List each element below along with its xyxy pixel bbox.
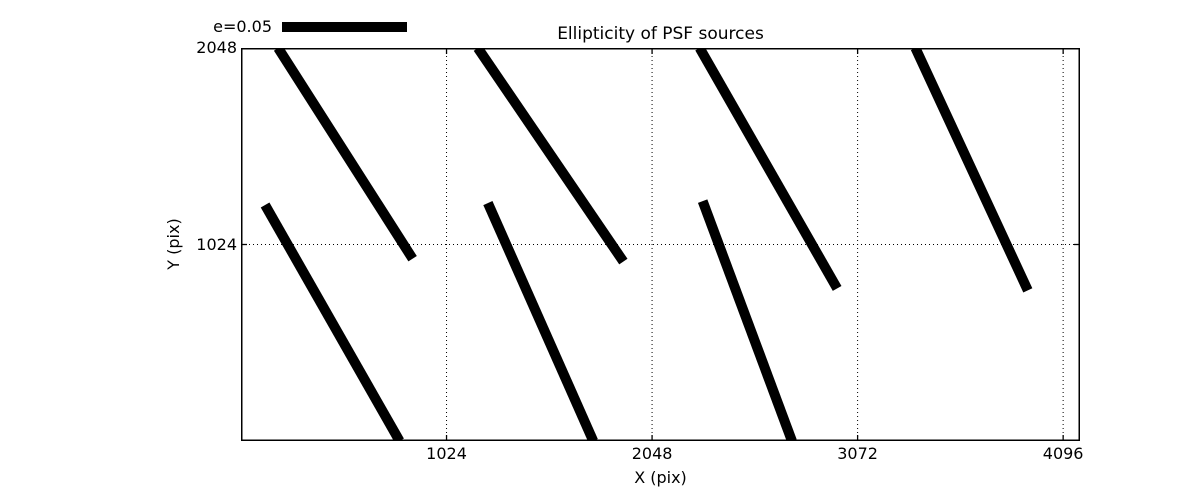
whisker-segment bbox=[273, 48, 417, 262]
plot-frame bbox=[241, 48, 1080, 441]
whisker-segment bbox=[483, 201, 598, 441]
whisker-segment bbox=[695, 48, 842, 291]
legend-bar bbox=[282, 22, 407, 32]
whisker-segment bbox=[910, 48, 1033, 293]
x-axis-label: X (pix) bbox=[634, 468, 687, 487]
x-tick-label: 3072 bbox=[837, 444, 878, 463]
whisker-segment bbox=[697, 199, 797, 441]
y-tick-label: 2048 bbox=[196, 38, 237, 57]
whisker-segment bbox=[260, 202, 404, 441]
x-tick-label: 2048 bbox=[631, 444, 673, 463]
x-tick-label: 4096 bbox=[1042, 444, 1084, 463]
legend-label: e=0.05 bbox=[213, 17, 272, 36]
y-tick-label: 1024 bbox=[196, 234, 237, 254]
plot-area bbox=[241, 48, 1080, 441]
whisker-group bbox=[260, 48, 1033, 441]
whisker-segment bbox=[473, 48, 628, 265]
x-tick-label: 1024 bbox=[426, 444, 467, 463]
chart-title: Ellipticity of PSF sources bbox=[557, 24, 764, 44]
